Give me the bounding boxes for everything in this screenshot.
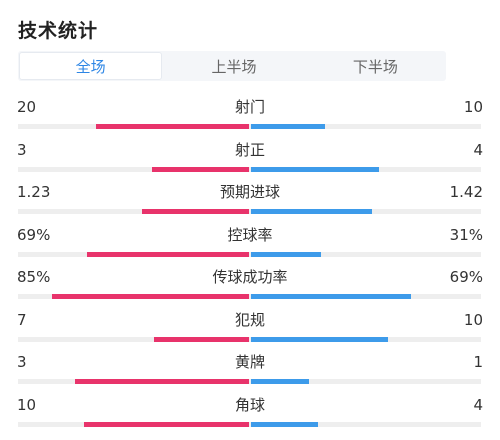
home-value: 3 (17, 141, 27, 159)
home-bar (87, 252, 249, 257)
home-bar (75, 379, 249, 384)
stat-track (18, 252, 481, 257)
home-bar (52, 294, 249, 299)
away-bar (251, 379, 309, 384)
away-bar (251, 252, 321, 257)
home-value: 3 (17, 353, 27, 371)
stat-row-shots-on-target: 3 射正 4 (0, 141, 500, 183)
home-value: 69% (17, 226, 51, 244)
away-bar (251, 337, 388, 342)
stat-row-yellow-cards: 3 黄牌 1 (0, 353, 500, 395)
stat-row-possession: 69% 控球率 31% (0, 226, 500, 268)
away-value: 4 (473, 396, 483, 414)
away-bar (251, 124, 325, 129)
away-value: 69% (449, 268, 483, 286)
stat-row-pass-accuracy: 85% 传球成功率 69% (0, 268, 500, 310)
stat-row-fouls: 7 犯规 10 (0, 311, 500, 353)
home-bar (96, 124, 249, 129)
away-bar (251, 167, 379, 172)
stat-label: 射正 (234, 141, 265, 159)
away-bar (251, 294, 411, 299)
away-value: 31% (449, 226, 483, 244)
stat-label: 预期进球 (219, 183, 280, 201)
away-value: 4 (473, 141, 483, 159)
stat-track (18, 124, 481, 129)
home-value: 20 (17, 98, 37, 116)
stat-label: 射门 (234, 98, 265, 116)
stat-track (18, 337, 481, 342)
home-value: 1.23 (17, 183, 51, 201)
stat-label: 犯规 (234, 311, 265, 329)
stat-label: 角球 (234, 396, 265, 414)
away-value: 1 (473, 353, 483, 371)
stat-label: 控球率 (227, 226, 273, 244)
stat-track (18, 379, 481, 384)
stat-row-shots: 20 射门 10 (0, 98, 500, 140)
home-bar (154, 337, 249, 342)
away-value: 10 (463, 98, 483, 116)
away-bar (251, 209, 372, 214)
home-bar (152, 167, 249, 172)
away-bar (251, 422, 318, 427)
home-bar (84, 422, 249, 427)
stat-row-expected-goals: 1.23 预期进球 1.42 (0, 183, 500, 225)
home-bar (142, 209, 249, 214)
away-value: 1.42 (449, 183, 483, 201)
tab-full-match[interactable]: 全场 (19, 52, 163, 80)
away-value: 10 (463, 311, 483, 329)
stat-track (18, 422, 481, 427)
stat-track (18, 209, 481, 214)
home-value: 85% (17, 268, 51, 286)
tab-first-half[interactable]: 上半场 (211, 57, 257, 76)
stat-label: 黄牌 (234, 353, 265, 371)
stat-label: 传球成功率 (212, 268, 288, 286)
stat-row-corners: 10 角球 4 (0, 396, 500, 438)
stat-track (18, 294, 481, 299)
home-value: 10 (17, 396, 37, 414)
period-tabs: 全场 上半场 下半场 (18, 51, 446, 81)
stat-track (18, 167, 481, 172)
home-value: 7 (17, 311, 27, 329)
page-title: 技术统计 (18, 20, 99, 42)
tab-second-half[interactable]: 下半场 (352, 57, 398, 76)
